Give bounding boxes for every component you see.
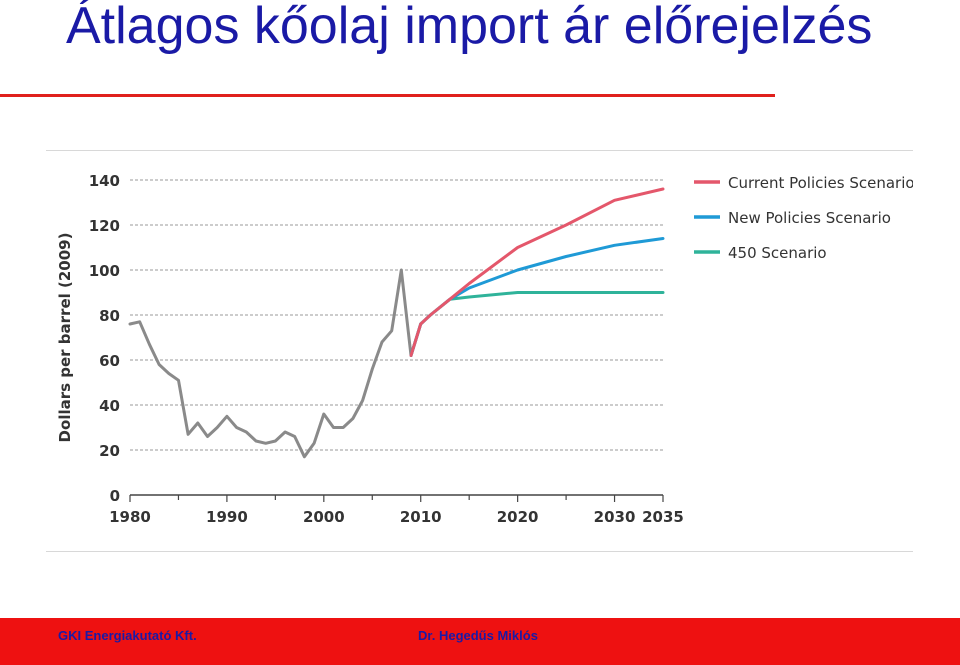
y-tick-label-20: 20 [99,442,120,460]
footer-author: Dr. Hegedűs Miklós [418,628,538,643]
y-axis-title: Dollars per barrel (2009) [56,233,74,443]
title-underline [0,94,775,97]
x-tick-label-2030: 2030 [594,508,636,526]
series-line-current-policies-scenario [409,187,665,357]
x-tick-label-2000: 2000 [303,508,345,526]
y-tick-label-60: 60 [99,352,120,370]
y-tick-label-80: 80 [99,307,120,325]
y-tick-label-100: 100 [89,262,120,280]
y-tick-label-140: 140 [89,172,120,190]
x-tick-label-2035: 2035 [642,508,684,526]
y-tick-label-120: 120 [89,217,120,235]
y-tick-label-0: 0 [110,487,120,505]
x-tick-label-1990: 1990 [206,508,248,526]
x-tick-label-2020: 2020 [497,508,539,526]
x-tick-label-2010: 2010 [400,508,442,526]
x-tick-label-1980: 1980 [109,508,151,526]
chart-frame: 0 20 40 60 80 100 120 140 1980 1990 2000 2010 2020 20… [46,150,913,552]
legend-label-new-policies-scenario: New Policies Scenario [728,209,891,227]
legend-label-450-scenario: 450 Scenario [728,244,827,262]
y-tick-label-40: 40 [99,397,120,415]
slide-title: Átlagos kőolaj import ár előrejelzés [66,0,873,55]
footer-bar: GKI Energiakutató Kft. Dr. Hegedűs Mikló… [0,618,960,665]
oil-price-chart: 0 20 40 60 80 100 120 140 1980 1990 2000 2010 2020 20… [56,172,913,526]
legend-label-current-policies-scenario: Current Policies Scenario [728,174,913,192]
series-line-new-policies-scenario [409,237,665,357]
series-line-historical [128,268,413,459]
footer-organization: GKI Energiakutató Kft. [58,628,197,643]
